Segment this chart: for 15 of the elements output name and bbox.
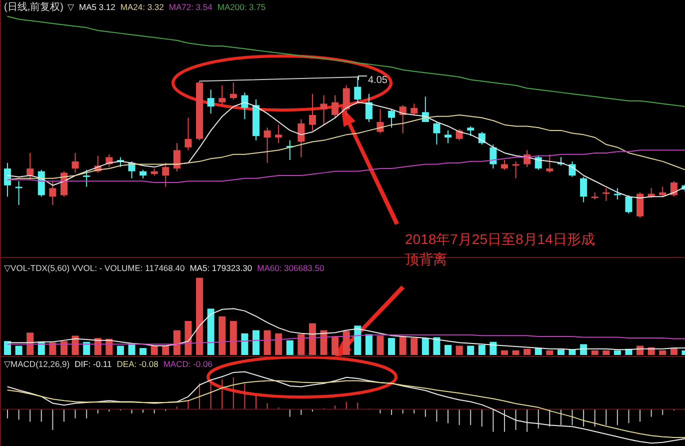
text: MA72: 3.54 — [168, 2, 212, 12]
text: MA5 3.12 — [79, 2, 116, 12]
annotation: 4.05 — [368, 75, 388, 86]
text: MA5: 179323.30 — [190, 263, 252, 273]
text: MA200: 3.75 — [217, 2, 266, 12]
chart-title: ▽VOL-TDX(5,60) VVOL: - VOLUME: 117468.40 — [4, 263, 185, 273]
text: MA24: 3.32 — [120, 2, 164, 12]
legend-title: ▽ — [67, 2, 74, 12]
chart-subtitle: MACD: -0.06 — [163, 359, 212, 369]
text: DIF: -0.11 — [74, 359, 112, 369]
chart-title: ▽MACD(12,26,9) — [4, 359, 70, 369]
chart-title: (日线,前复权) — [4, 2, 64, 13]
text: DEA: -0.08 — [116, 359, 158, 369]
text: 2018年7月25日至8月14日形成顶背离 — [405, 231, 595, 267]
text: MA60: 306683.50 — [257, 263, 324, 273]
